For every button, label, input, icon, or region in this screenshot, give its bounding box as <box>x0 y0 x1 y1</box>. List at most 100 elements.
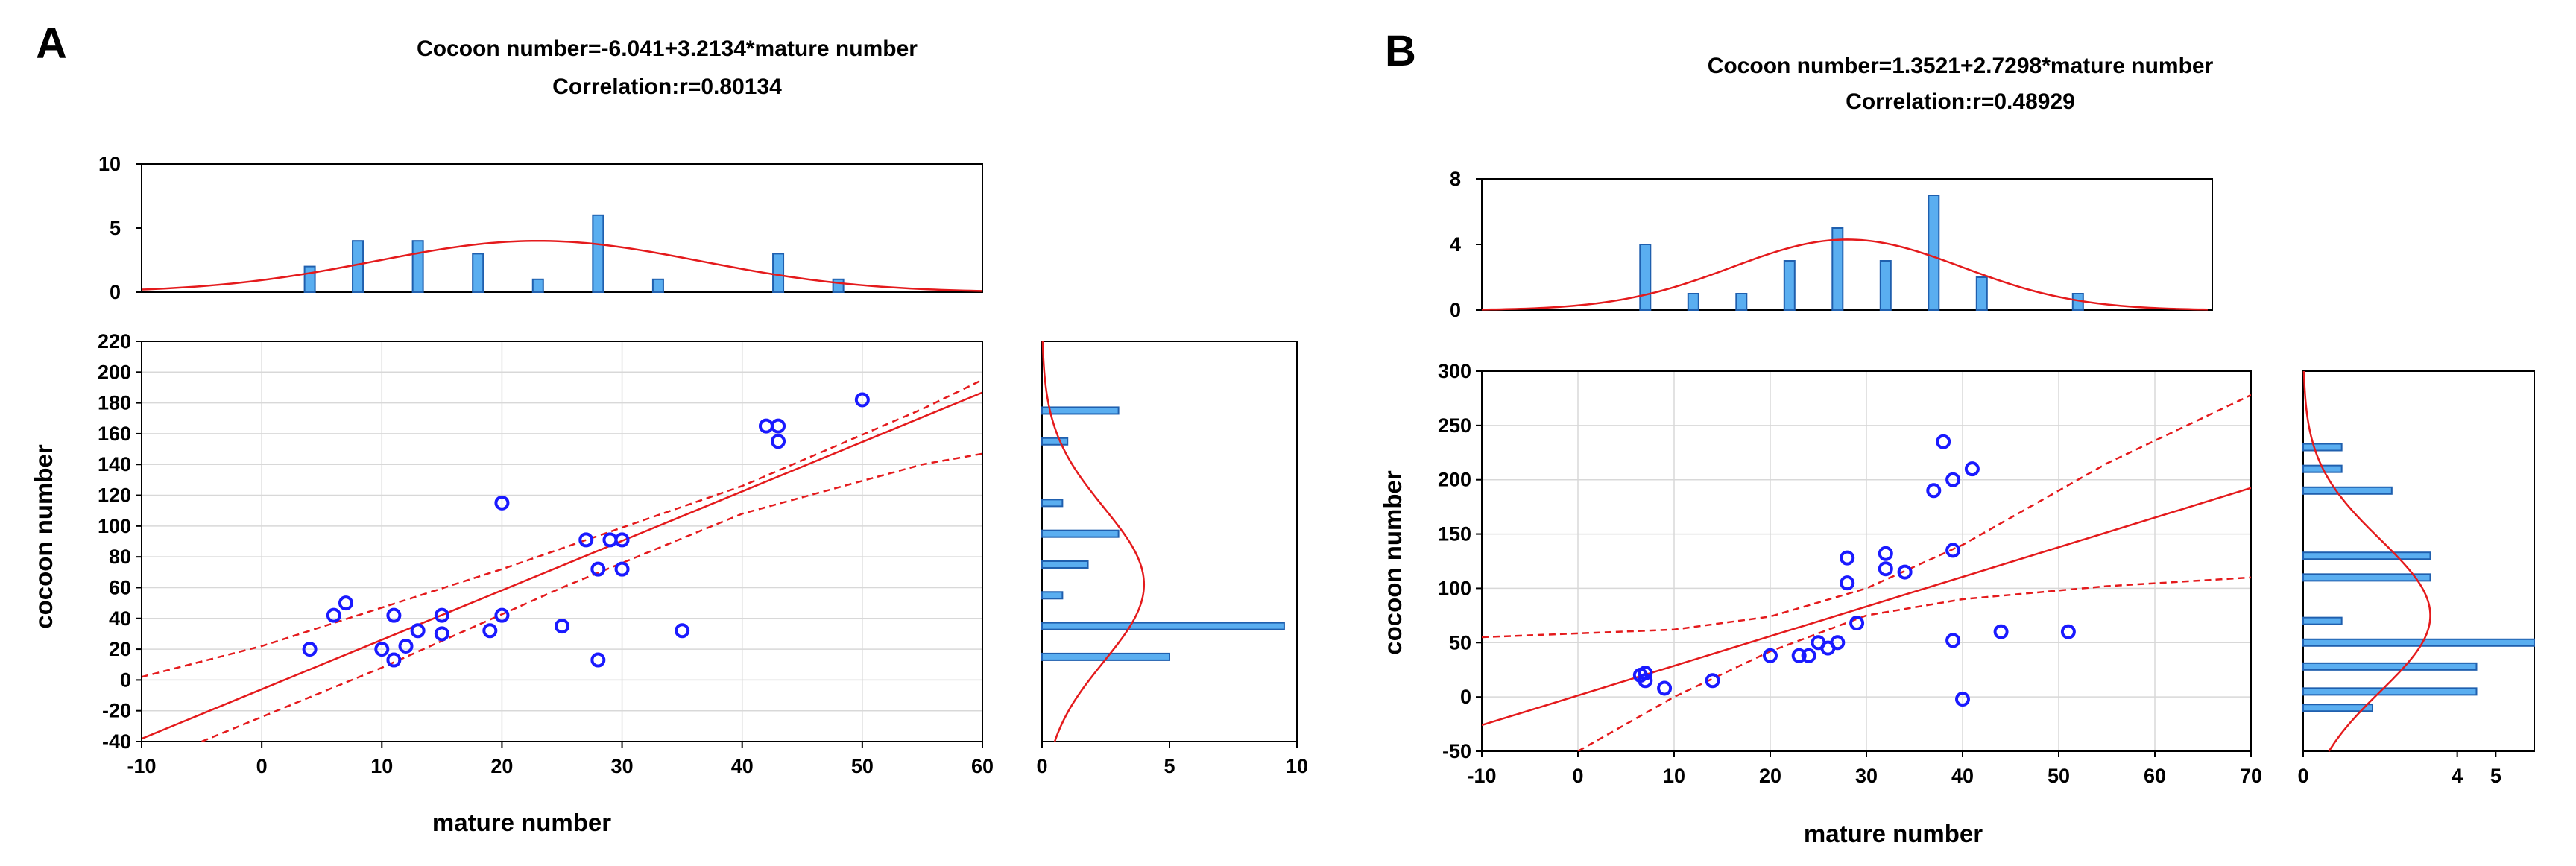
x-tick-label: -10 <box>1467 765 1496 787</box>
right-histogram-frame <box>1041 341 1298 742</box>
data-point <box>326 607 341 623</box>
confidence-band-upper <box>1482 394 2251 639</box>
panel-label-a: A <box>36 19 67 68</box>
panel-b-title: Cocoon number=1.3521+2.7298*mature numbe… <box>1708 54 2214 78</box>
data-point <box>1878 561 1893 577</box>
x-tick-label: 50 <box>2048 765 2070 787</box>
top-histogram-bar <box>303 265 316 294</box>
panel-b-x-axis-label: mature number <box>1804 820 1983 847</box>
top-histogram-bar <box>772 253 785 293</box>
top-histogram-bar <box>592 214 604 293</box>
x-tick-label: -10 <box>127 755 156 777</box>
right-histogram-bar <box>1041 591 1064 600</box>
scatter-plot-area <box>142 341 982 742</box>
data-point <box>302 642 318 657</box>
data-point <box>386 652 402 668</box>
top-histogram-bar <box>352 240 364 294</box>
right-histogram-normal-curve <box>2302 370 2431 752</box>
right-histogram-x-tick-label: 5 <box>1164 755 1175 777</box>
right-histogram-bar <box>2302 662 2478 671</box>
data-point <box>1840 575 1855 591</box>
top-histogram-frame <box>141 163 983 293</box>
data-point <box>1964 461 1980 477</box>
regression-line <box>1482 487 2251 727</box>
y-tick-label: 20 <box>109 638 131 660</box>
right-histogram-normal-curve <box>1041 341 1146 742</box>
data-point <box>614 532 630 548</box>
scatter-clip-group <box>142 379 982 742</box>
data-point <box>578 532 594 548</box>
y-tick-label: 220 <box>98 330 131 353</box>
data-point <box>2060 624 2076 639</box>
y-tick-label: 40 <box>109 607 131 630</box>
data-point <box>494 495 510 511</box>
y-tick-label: 60 <box>109 576 131 598</box>
data-point <box>1830 635 1846 651</box>
y-tick-label: 120 <box>98 484 131 507</box>
right-histogram-bar <box>2302 443 2343 452</box>
y-tick-label: 0 <box>120 669 131 691</box>
data-point <box>1945 472 1961 487</box>
right-histogram-bar <box>2302 486 2393 495</box>
top-histogram-y-tick-label: 5 <box>110 217 121 239</box>
right-histogram-bar <box>2302 638 2535 647</box>
panel-a-title: Cocoon number=-6.041+3.2134*mature numbe… <box>417 37 918 61</box>
data-point <box>1936 434 1951 449</box>
right-histogram-bar <box>2302 573 2431 582</box>
right-histogram-bar <box>1041 560 1089 569</box>
right-histogram-bar <box>2302 687 2478 696</box>
data-point <box>1638 666 1653 681</box>
y-tick-label: 160 <box>98 423 131 445</box>
panel-b-subtitle: Correlation:r=0.48929 <box>1846 89 2075 114</box>
x-tick-label: 60 <box>2144 765 2166 787</box>
x-tick-label: 0 <box>1572 765 1583 787</box>
data-point <box>410 623 426 639</box>
top-histogram-y-tick-label: 0 <box>110 281 121 303</box>
confidence-band-lower <box>1577 576 2251 751</box>
top-histogram-bar <box>1831 227 1844 311</box>
confidence-band-lower <box>201 452 982 742</box>
x-tick-label: 10 <box>370 755 393 777</box>
top-histogram-y-tick-label: 8 <box>1450 168 1461 190</box>
right-histogram-x-tick-label: 0 <box>2297 765 2308 787</box>
right-histogram-bar <box>2302 704 2373 712</box>
panel-b-plots: -10 0 10 20 30 40 50 60 70-500501001502002503000… <box>1438 168 2535 787</box>
y-tick-label: 80 <box>109 546 131 568</box>
top-histogram-bar <box>411 240 424 294</box>
data-point <box>1897 564 1913 580</box>
right-histogram-x-tick-label: 10 <box>1286 755 1308 777</box>
panel-label-b: B <box>1385 27 1416 75</box>
y-tick-label: -20 <box>102 700 131 722</box>
data-point <box>494 607 510 623</box>
panel-a-subtitle: Correlation:r=0.80134 <box>552 75 782 99</box>
x-tick-label: 20 <box>1759 765 1781 787</box>
right-histogram-x-tick-label: 0 <box>1036 755 1047 777</box>
x-tick-label: 70 <box>2240 765 2262 787</box>
right-histogram-bar <box>1041 499 1064 508</box>
data-point <box>338 595 353 611</box>
y-tick-label: 100 <box>98 515 131 537</box>
top-histogram-bar <box>1735 293 1748 311</box>
data-point <box>771 434 786 449</box>
right-histogram-bar <box>1041 622 1285 630</box>
top-histogram-y-tick-label: 0 <box>1450 299 1461 321</box>
x-tick-label: 0 <box>256 755 268 777</box>
data-point <box>1791 648 1807 663</box>
data-point <box>434 607 449 623</box>
data-point <box>614 561 630 577</box>
data-point <box>590 561 606 577</box>
top-histogram-normal-curve <box>141 239 983 292</box>
data-point <box>1763 648 1778 663</box>
data-point <box>1705 673 1720 689</box>
top-histogram-bar <box>651 278 664 293</box>
data-point <box>374 642 390 657</box>
top-histogram-frame <box>1481 178 2213 311</box>
top-histogram-bar <box>1928 195 1940 311</box>
data-point <box>1801 648 1816 663</box>
data-point <box>1840 550 1855 566</box>
y-tick-label: -50 <box>1442 740 1471 762</box>
panel-a-x-axis-label: mature number <box>432 809 611 836</box>
right-histogram-bar <box>1041 529 1120 538</box>
y-tick-label: 140 <box>98 453 131 475</box>
top-histogram-bar <box>1975 276 1988 311</box>
